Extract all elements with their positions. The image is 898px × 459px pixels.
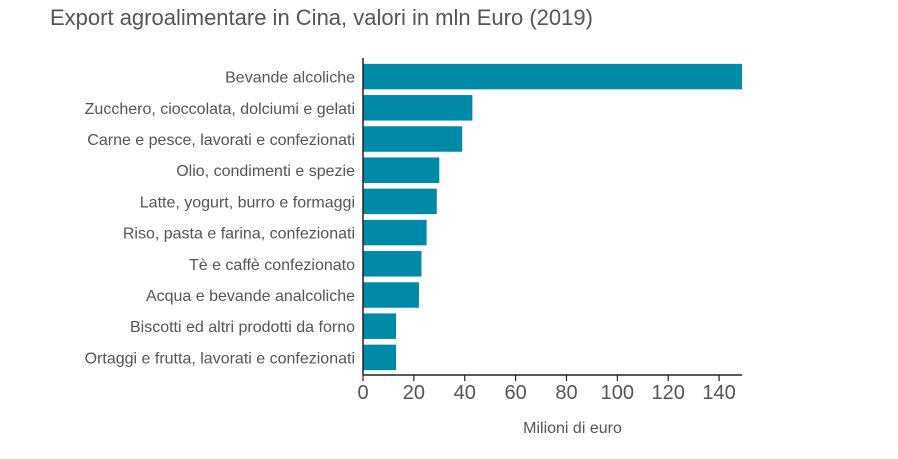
bar <box>363 219 427 246</box>
bars-group <box>363 63 742 371</box>
x-tick-label: 20 <box>403 382 425 404</box>
x-tick-label: 100 <box>601 382 634 404</box>
category-label: Biscotti ed altri prodotti da forno <box>130 319 355 336</box>
category-label: Tè e caffè confezionato <box>189 257 355 274</box>
category-label: Riso, pasta e farina, confezionati <box>123 226 355 243</box>
x-tick-label: 0 <box>357 382 368 404</box>
category-label: Zucchero, cioccolata, dolciumi e gelati <box>85 101 355 118</box>
bar <box>363 188 437 215</box>
chart-title: Export agroalimentare in Cina, valori in… <box>50 5 593 30</box>
x-axis-title: Milioni di euro <box>523 420 622 437</box>
x-tick-label: 140 <box>702 382 735 404</box>
bar <box>363 344 397 371</box>
bar <box>363 313 397 339</box>
category-labels-group: Bevande alcoliche Zucchero, cioccolata, d… <box>85 70 355 368</box>
x-tick-label: 120 <box>652 382 685 404</box>
bar <box>363 95 473 121</box>
bar <box>363 251 422 277</box>
category-label: Ortaggi e frutta, lavorati e confezionat… <box>85 350 355 367</box>
bar <box>363 282 419 308</box>
bar <box>363 126 463 152</box>
category-label: Olio, condimenti e spezie <box>176 163 355 180</box>
bar <box>363 63 742 90</box>
x-tick-label: 80 <box>555 382 577 404</box>
category-label: Carne e pesce, lavorati e confezionati <box>87 132 355 149</box>
x-tick-label: 40 <box>454 382 476 404</box>
bar <box>363 157 440 183</box>
x-axis-ticks-group: 0 20 40 60 80 100 120 140 <box>357 375 736 404</box>
x-tick-label: 60 <box>504 382 526 404</box>
category-label: Bevande alcoliche <box>225 70 355 87</box>
category-label: Latte, yogurt, burro e formaggi <box>140 194 355 211</box>
category-label: Acqua e bevande analcoliche <box>146 288 355 305</box>
